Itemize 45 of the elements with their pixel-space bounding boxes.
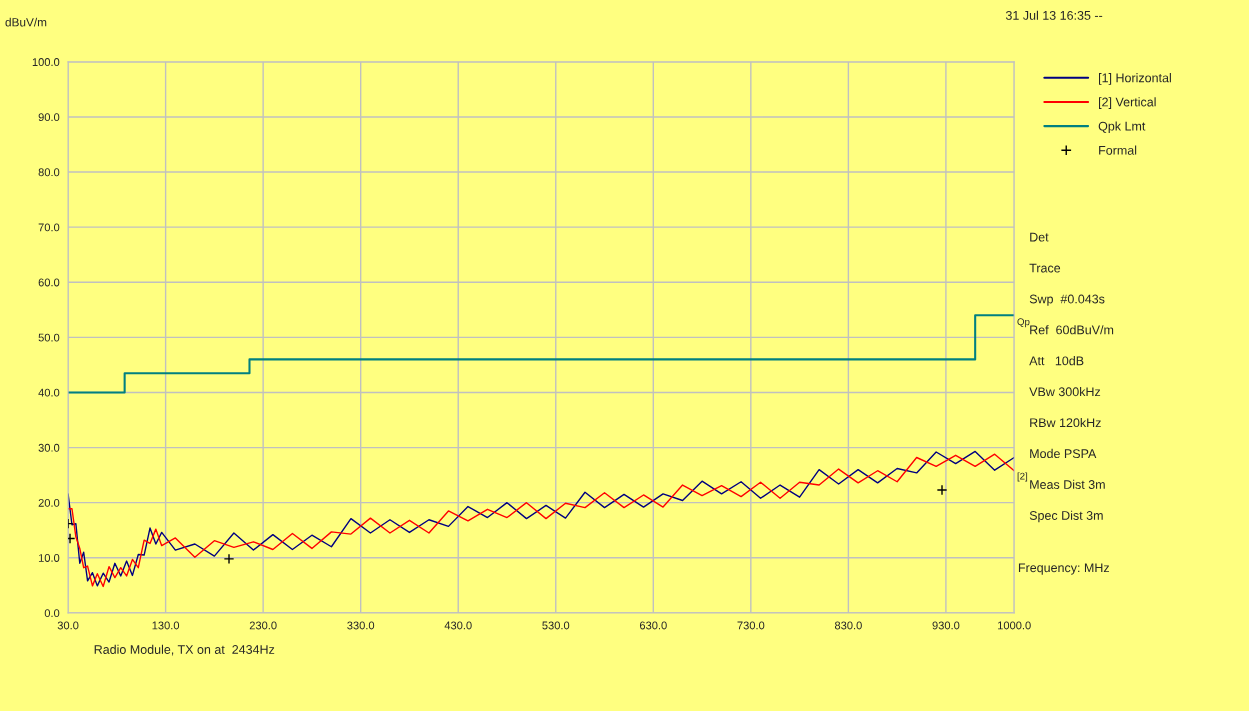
y-axis-title: dBuV/m — [5, 17, 47, 27]
text: 31 Jul 13 16:35 -- — [1005, 10, 1103, 20]
legend-label: Formal — [1099, 145, 1137, 155]
text: Swp #0.043s — [1029, 294, 1105, 306]
x-axis-title: Frequency: MHz — [1018, 563, 1110, 575]
y-tick-label: 100.0 — [32, 58, 60, 66]
legend-label: [1] Horizontal — [1099, 73, 1171, 85]
point — [223, 553, 235, 565]
y-tick-label: 90.0 — [38, 113, 60, 122]
point — [936, 484, 948, 496]
y-tick-label: 10.0 — [38, 554, 60, 562]
x-tick-label: 830.0 — [834, 621, 862, 630]
y-tick-label: 30.0 — [38, 443, 60, 452]
text: RBw 120kHz — [1030, 417, 1101, 428]
text: Spec Dist 3m — [1029, 510, 1103, 523]
point — [68, 533, 76, 544]
legend-label: Qpk Lmt — [1098, 121, 1146, 134]
y-tick-label: 40.0 — [38, 388, 60, 397]
y-tick-label: 20.0 — [38, 498, 60, 507]
x-tick-label: 630.0 — [639, 621, 667, 630]
x-tick-label: 730.0 — [737, 621, 765, 630]
x-tick-label: 230.0 — [249, 621, 277, 630]
annotation: [2] — [1017, 472, 1028, 482]
x-tick-label: 1000.0 — [998, 621, 1031, 630]
x-tick-label: 130.0 — [152, 621, 180, 630]
x-tick-label: 530.0 — [542, 621, 570, 630]
text: Det — [1030, 232, 1049, 242]
y-tick-label: 80.0 — [38, 168, 60, 177]
text: Mode PSPA — [1030, 448, 1097, 459]
y-tick-label: 50.0 — [38, 333, 60, 342]
x-tick-label: 330.0 — [347, 621, 375, 630]
x-tick-label: 30.0 — [57, 621, 79, 630]
x-tick-label: 430.0 — [444, 621, 472, 630]
y-tick-label: 70.0 — [38, 223, 60, 232]
text: Meas Dist 3m — [1030, 479, 1105, 489]
y-tick-label: 60.0 — [38, 278, 60, 287]
legend-label: [2] Vertical — [1099, 97, 1156, 109]
text: Radio Module, TX on at 2434Hz — [94, 644, 275, 656]
text: Att 10dB — [1029, 356, 1084, 366]
x-tick-label: 930.0 — [932, 621, 960, 630]
y-tick-label: 0.0 — [44, 609, 60, 618]
text: Trace — [1029, 263, 1061, 273]
text: VBw 300kHz — [1029, 387, 1101, 397]
annotation: Qp — [1017, 318, 1030, 328]
text: Ref 60dBuV/m — [1030, 325, 1114, 335]
